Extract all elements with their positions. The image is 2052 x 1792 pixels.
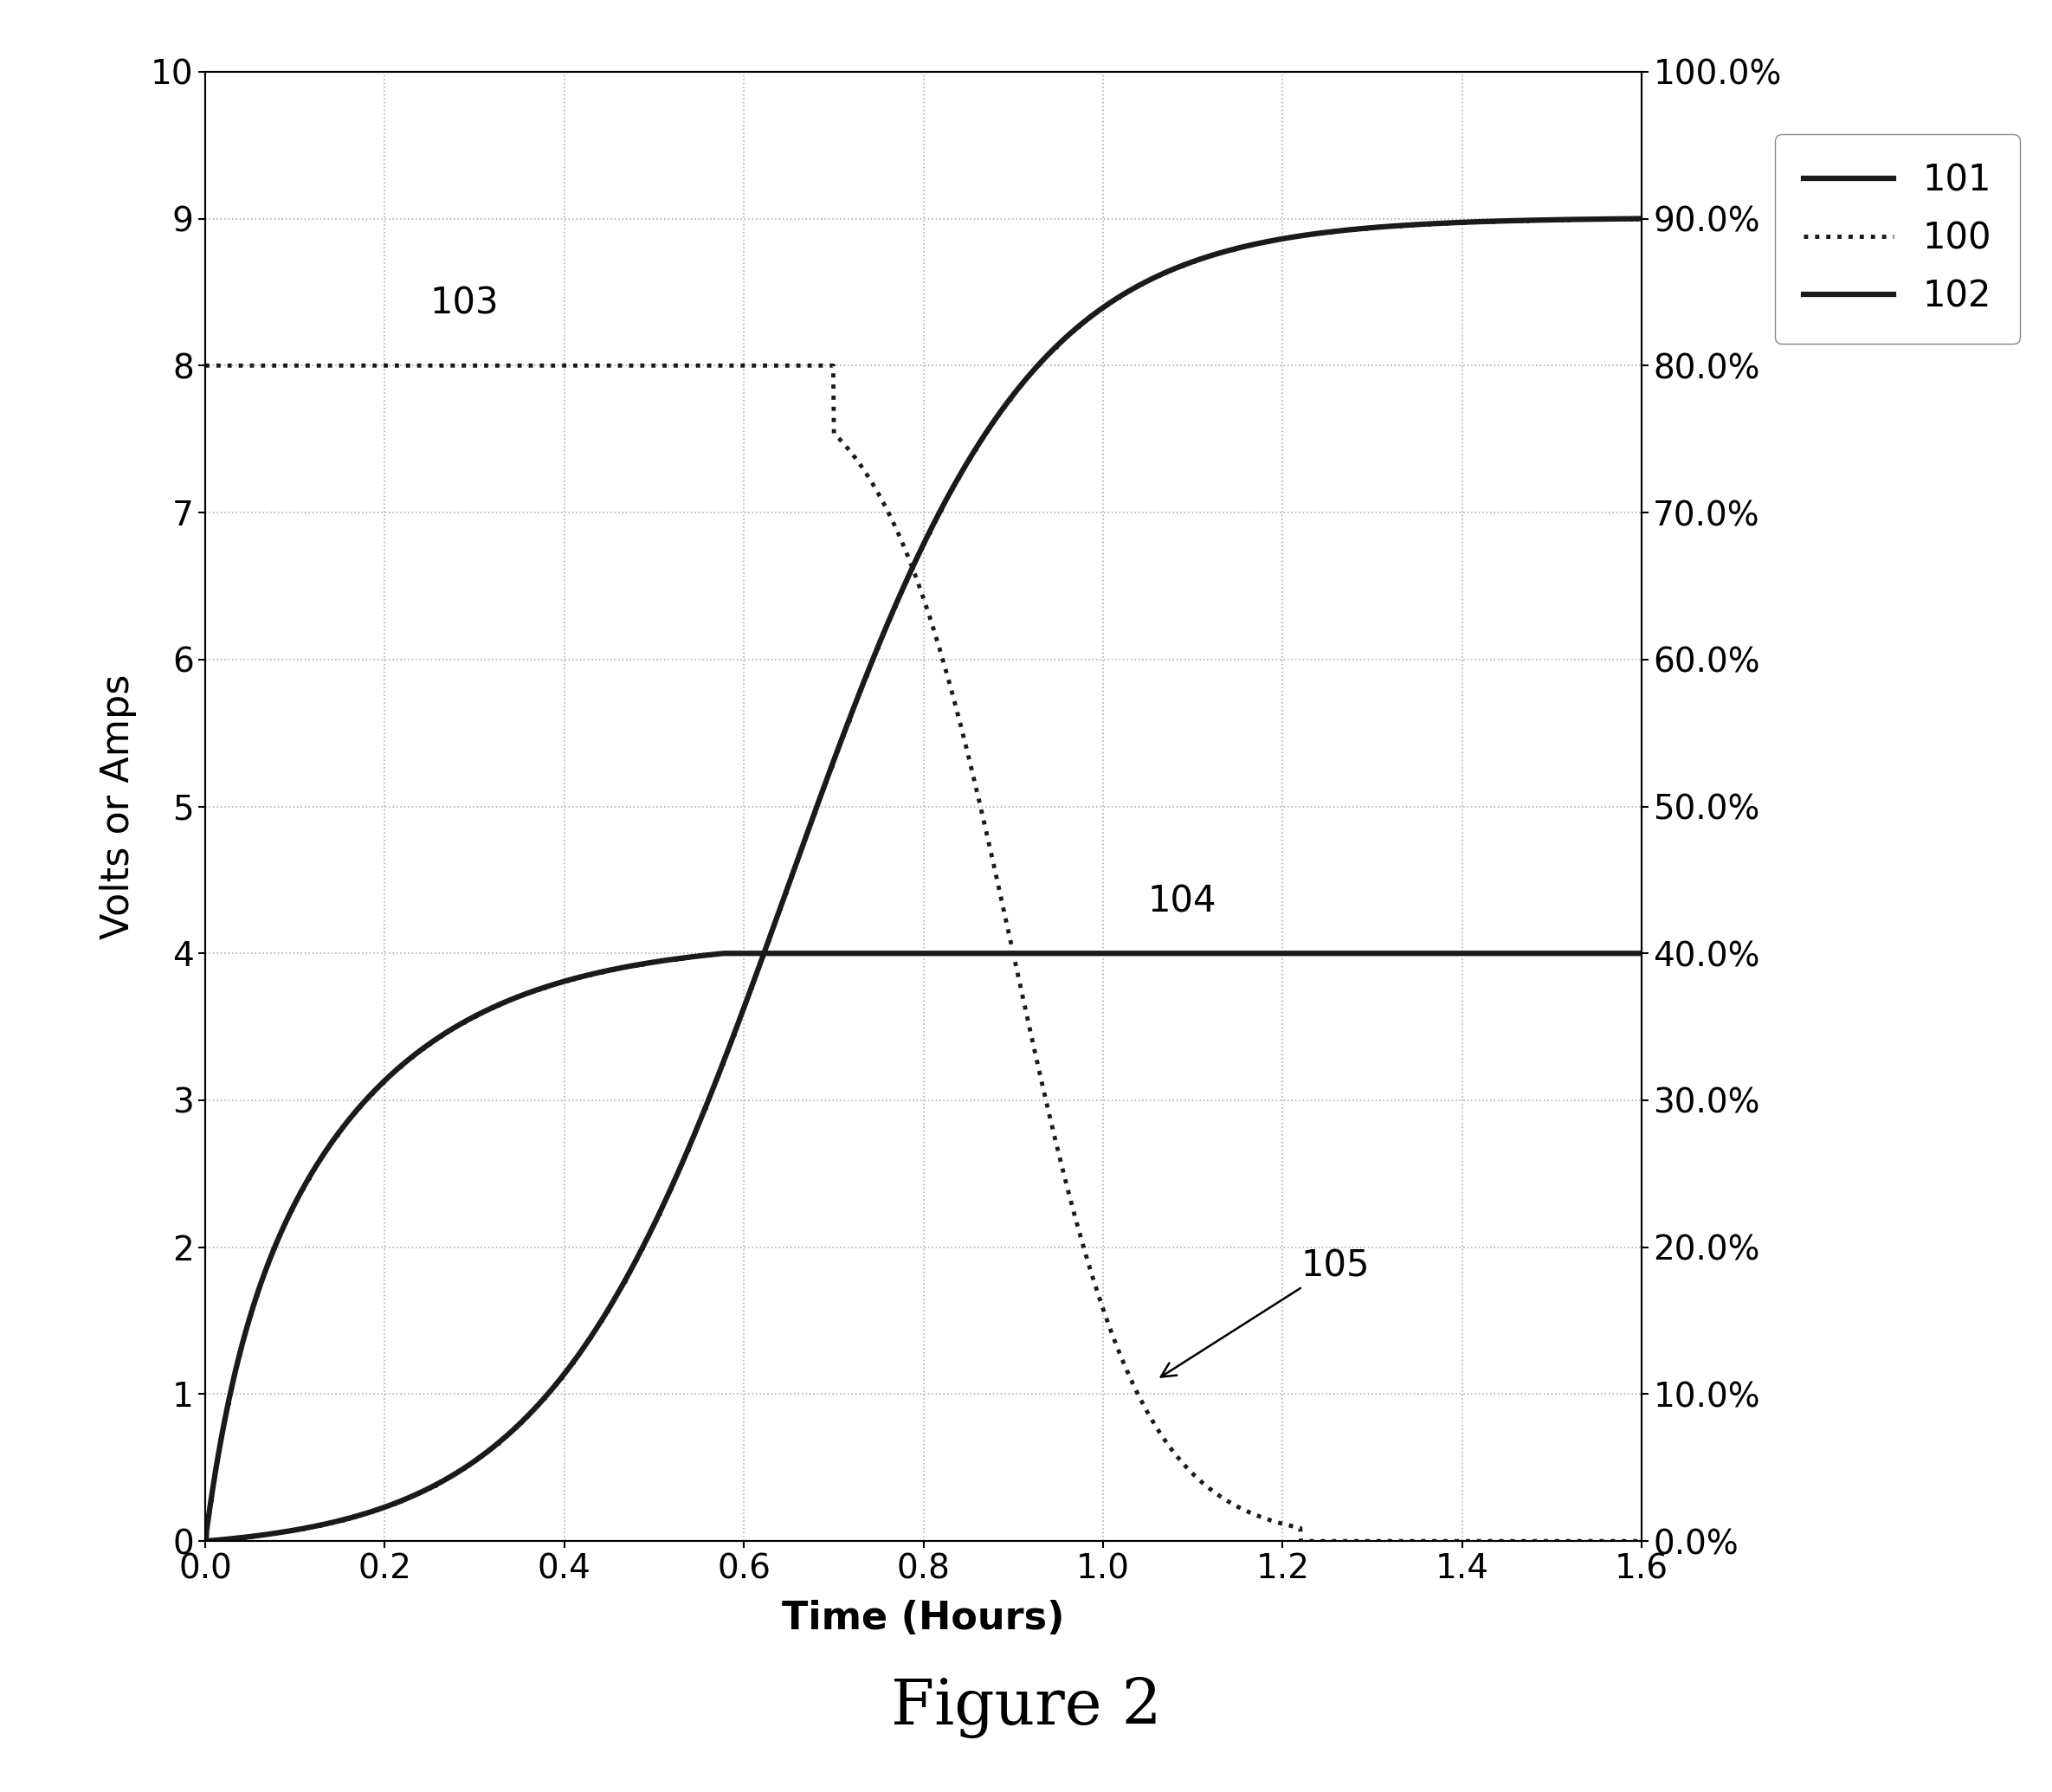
101 [854,667,878,688]
Text: Figure 2: Figure 2 [891,1677,1161,1738]
100 [1289,1530,1313,1552]
100 [1588,1530,1613,1552]
Text: 103: 103 [429,285,499,323]
102 [1326,943,1350,964]
101 [891,575,915,597]
102 [1629,943,1654,964]
Line: 100: 100 [205,366,1642,1541]
101 [193,1530,218,1552]
Legend: 101, 100, 102: 101, 100, 102 [1775,134,2019,344]
Text: 105: 105 [1161,1247,1369,1376]
102 [1588,943,1613,964]
102 [193,1530,218,1552]
101 [1324,220,1348,242]
100 [267,355,291,376]
102 [1588,943,1613,964]
100 [1629,1530,1654,1552]
102 [267,1228,291,1249]
102 [854,943,878,964]
100 [891,536,915,557]
101 [1586,208,1611,229]
X-axis label: Time (Hours): Time (Hours) [782,1600,1065,1638]
Line: 101: 101 [203,215,1644,1545]
102 [712,943,737,964]
100 [193,355,218,376]
100 [854,462,878,484]
101 [1629,208,1654,229]
101 [1588,208,1613,229]
Y-axis label: Volts or Amps: Volts or Amps [98,674,135,939]
Text: 104: 104 [1147,883,1217,919]
102 [893,943,917,964]
100 [1588,1530,1613,1552]
Line: 102: 102 [203,950,1644,1545]
100 [1326,1530,1350,1552]
101 [267,1521,291,1543]
